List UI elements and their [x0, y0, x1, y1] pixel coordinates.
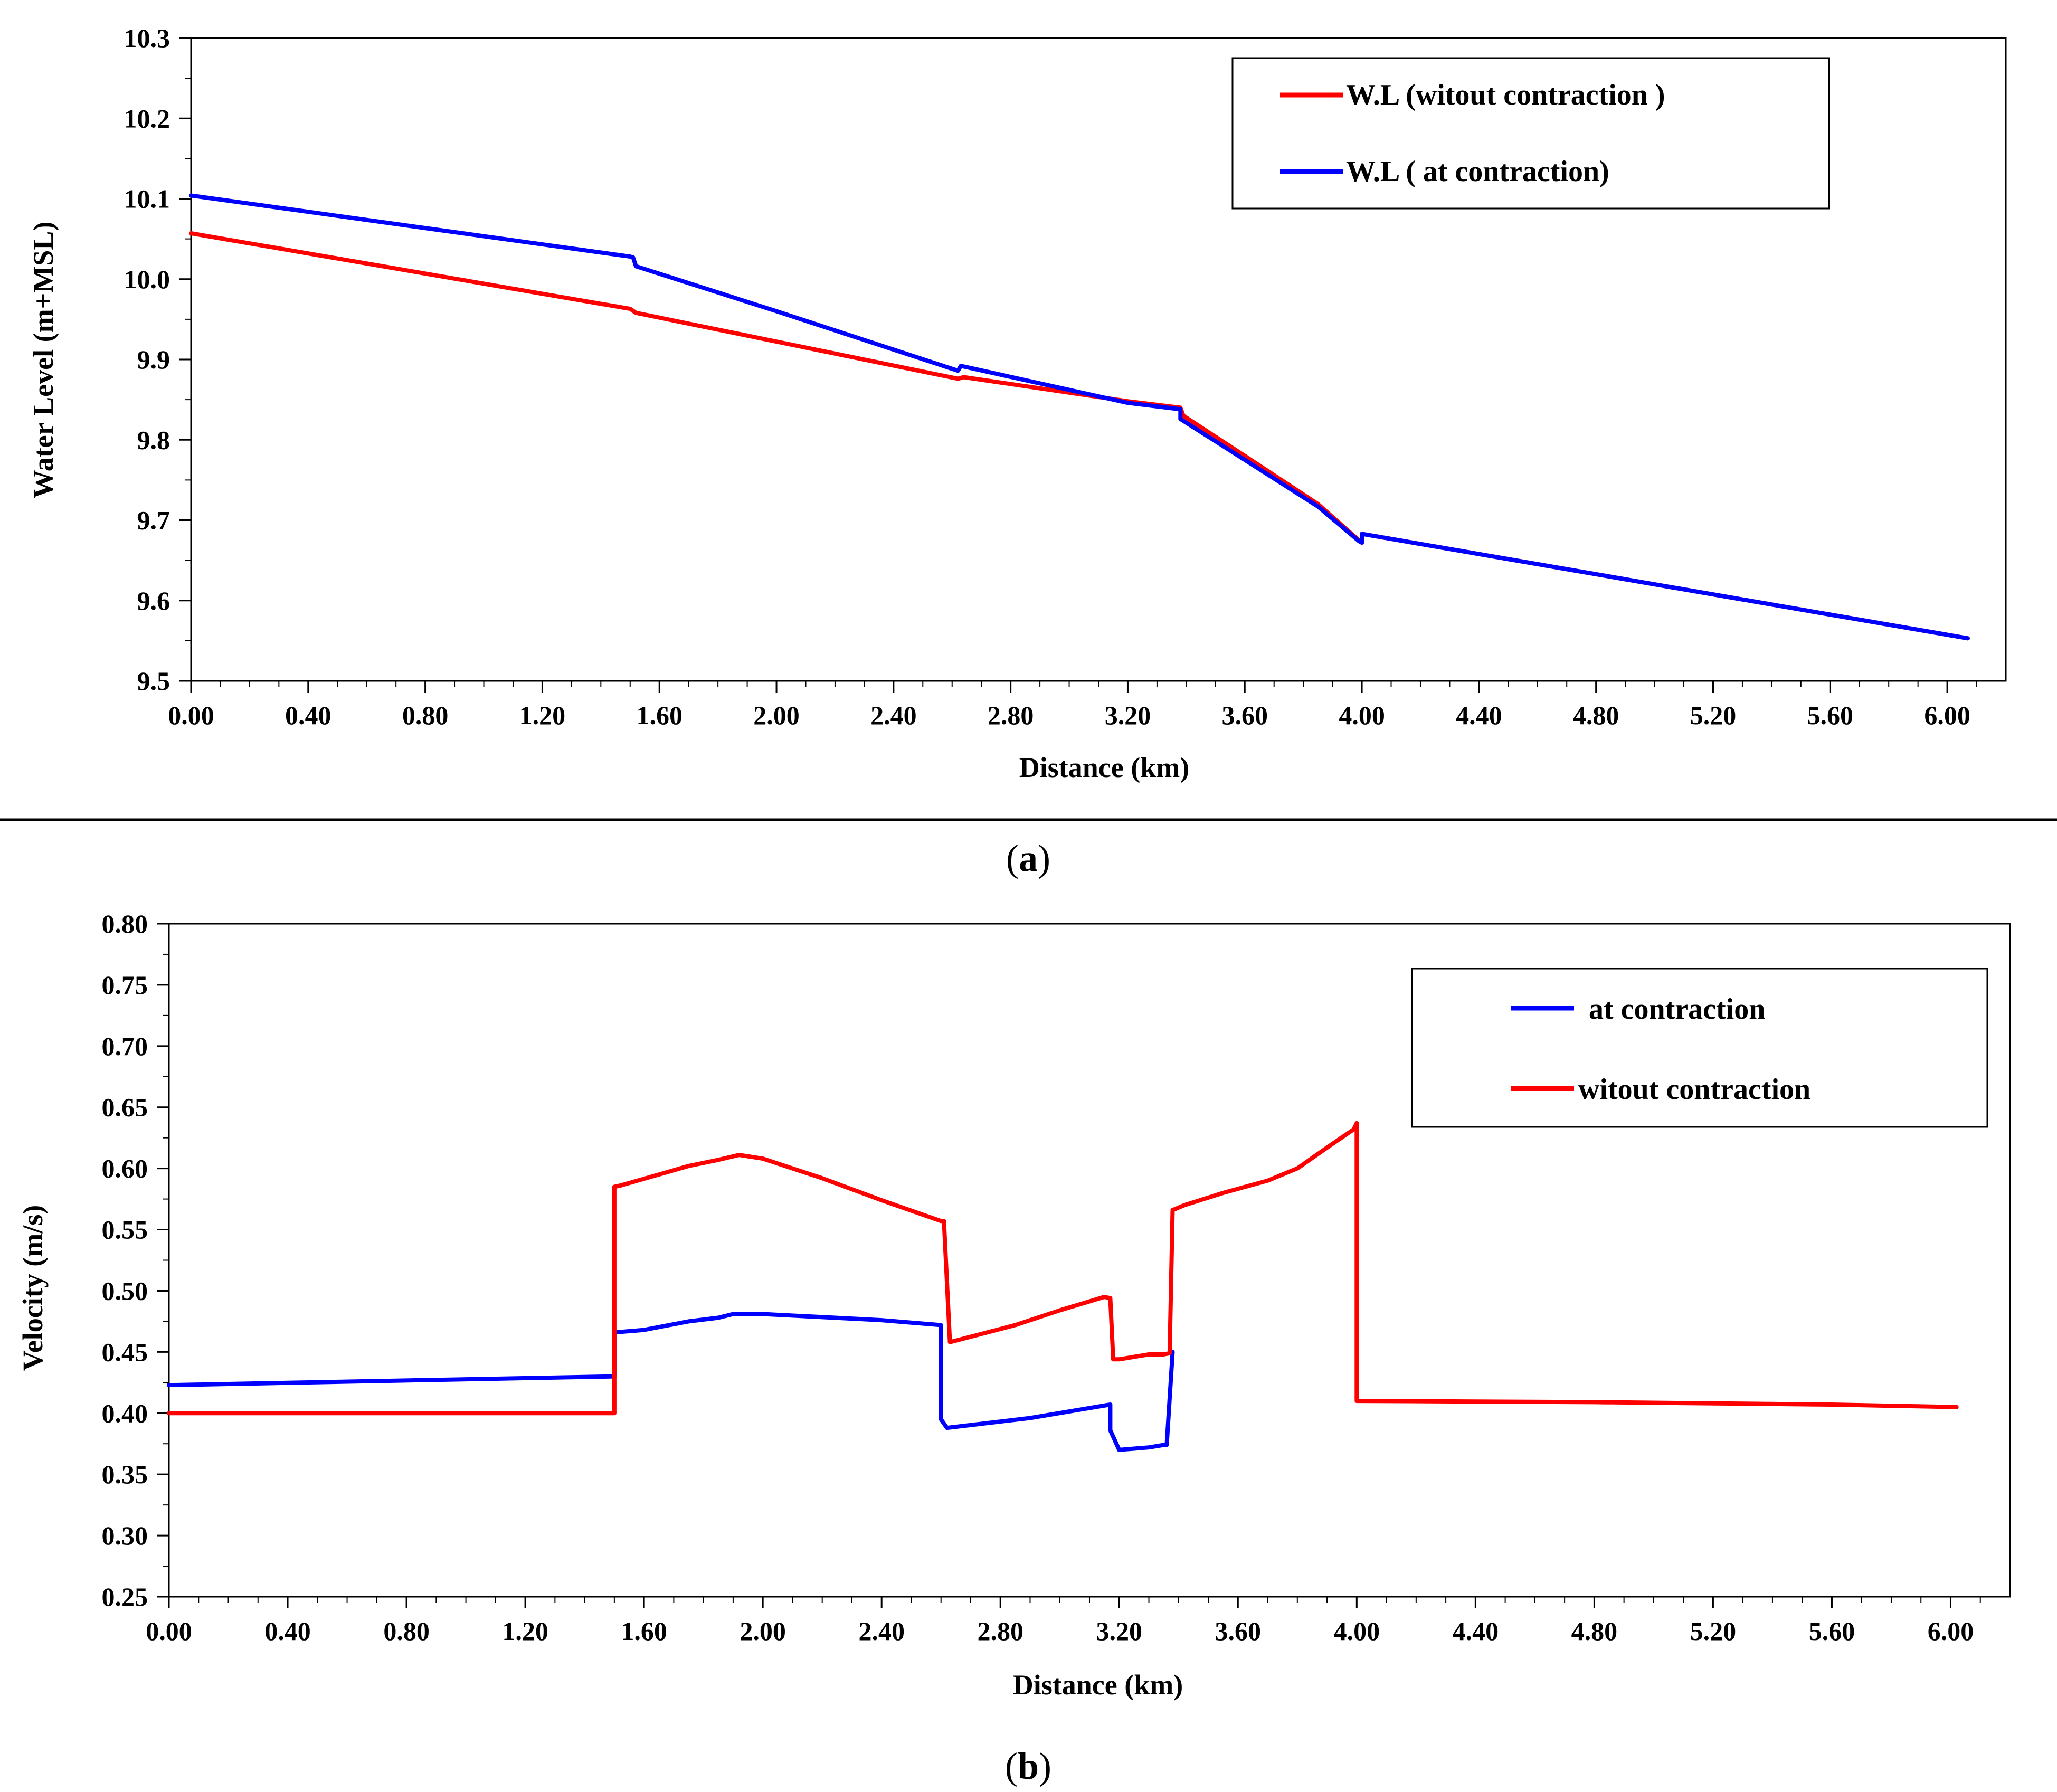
panel-a-x-tick-label: 4.00 — [1339, 700, 1385, 730]
panel-a-x-axis-title: Distance (km) — [1019, 752, 1189, 783]
panel-b-y-tick-label: 0.55 — [102, 1215, 148, 1245]
panel-b-series — [167, 1121, 1959, 1452]
panel-a-x-tick-label: 5.20 — [1690, 700, 1737, 730]
panel-b-y-tick-label: 0.70 — [102, 1031, 148, 1061]
panel-a-legend: W.L (witout contraction ) W.L ( at contr… — [1231, 57, 1830, 210]
panel-b-x-tick-label: 6.00 — [1928, 1616, 1974, 1646]
panel-b-x-tick-label: 0.40 — [264, 1616, 311, 1646]
panel-a-x-tick-label: 1.20 — [519, 700, 566, 730]
panel-a-x-tick-label: 2.40 — [870, 700, 917, 730]
panel-a-x-tick-label: 5.60 — [1807, 700, 1854, 730]
panel-b-x-tick-label: 4.80 — [1571, 1616, 1618, 1646]
panel-a-y-axis-title: Water Level (m+MSL) — [27, 222, 59, 499]
panel-b-y-tick-label: 0.30 — [102, 1521, 148, 1550]
panel-a-x-tick-label: 0.80 — [402, 700, 449, 730]
panel-a-x-tick-label: 3.60 — [1222, 700, 1268, 730]
panel-b-x-tick-label: 0.00 — [146, 1616, 192, 1646]
panel-a-y-tick-label: 10.0 — [124, 264, 170, 294]
panel-b-x-axis-title: Distance (km) — [1013, 1669, 1183, 1701]
panel-a-y-ticks: 9.5 9.6 9.7 9.8 9.9 10.0 10.1 10.2 10.3 — [124, 23, 191, 696]
panel-b-x-tick-label: 1.20 — [502, 1616, 548, 1646]
panel-a-y-tick-label: 9.6 — [137, 586, 170, 615]
panel-a-x-tick-label: 6.00 — [1924, 700, 1970, 730]
panel-b-y-tick-label: 0.35 — [102, 1459, 148, 1489]
panel-a-series-line-1 — [189, 193, 1970, 641]
panel-b-y-tick-label: 0.40 — [102, 1398, 148, 1428]
panel-b-legend: at contraction witout contraction — [1411, 968, 1988, 1128]
panel-b-legend-box — [1411, 968, 1988, 1128]
panel-b-series-line-1 — [167, 1121, 1959, 1416]
panel-a-x-tick-label: 1.60 — [636, 700, 682, 730]
panel-a-x-tick-label: 2.00 — [753, 700, 800, 730]
panel-a-y-tick-label: 9.8 — [137, 425, 170, 454]
panel-b-x-tick-label: 5.60 — [1809, 1616, 1855, 1646]
panel-b-y-tick-label: 0.80 — [102, 909, 148, 938]
panel-a-legend-label-1: W.L ( at contraction) — [1346, 155, 1609, 188]
panel-b-x-tick-label: 1.60 — [621, 1616, 667, 1646]
panel-a-y-tick-label: 10.3 — [124, 23, 170, 53]
panel-b-y-tick-label: 0.60 — [102, 1154, 148, 1183]
panel-a-x-tick-label: 0.40 — [285, 700, 331, 730]
panel-b-legend-label-1: witout contraction — [1578, 1073, 1810, 1106]
chart-panel-a: 0.00 0.40 0.80 1.20 1.60 2.00 2.40 2.80 3.20 3.60… — [27, 23, 2007, 783]
panel-b-y-ticks: 0.25 0.30 0.35 0.40 0.45 0.50 0.55 0.60 0.65 0.70… — [102, 909, 169, 1611]
panel-a-legend-label-0: W.L (witout contraction ) — [1346, 79, 1665, 111]
caption-a-letter: a — [1019, 837, 1038, 879]
panel-b-x-tick-label: 3.60 — [1215, 1616, 1262, 1646]
panel-a-y-tick-label: 9.5 — [137, 666, 170, 696]
panel-a-x-ticks: 0.00 0.40 0.80 1.20 1.60 2.00 2.40 2.80 3.20 3.60… — [168, 681, 1977, 730]
panel-b-x-ticks: 0.00 0.40 0.80 1.20 1.60 2.00 2.40 2.80 3.20 3.60… — [146, 1597, 1981, 1646]
panel-b-x-tick-label: 3.20 — [1096, 1616, 1143, 1646]
panel-b-y-tick-label: 0.25 — [102, 1582, 148, 1611]
caption-a: (a) — [1006, 837, 1050, 879]
panel-b-y-tick-label: 0.75 — [102, 970, 148, 1000]
panel-a-y-tick-label: 10.1 — [124, 184, 170, 214]
panel-a-x-tick-label: 0.00 — [168, 700, 214, 730]
caption-b: (b) — [1005, 1745, 1051, 1787]
panel-b-y-axis-title: Velocity (m/s) — [17, 1205, 49, 1371]
panel-a-y-tick-label: 9.9 — [137, 345, 170, 374]
panel-b-y-tick-label: 0.45 — [102, 1337, 148, 1367]
chart-panel-b: 0.00 0.40 0.80 1.20 1.60 2.00 2.40 2.80 3.20 3.60… — [17, 909, 2011, 1701]
panel-b-y-tick-label: 0.65 — [102, 1093, 148, 1122]
panel-b-legend-label-0: at contraction — [1589, 993, 1765, 1026]
panel-a-y-tick-label: 9.7 — [137, 506, 170, 535]
panel-a-x-tick-label: 4.80 — [1573, 700, 1619, 730]
panel-b-x-tick-label: 2.40 — [858, 1616, 905, 1646]
panel-a-x-tick-label: 4.40 — [1456, 700, 1502, 730]
panel-b-x-tick-label: 5.20 — [1690, 1616, 1737, 1646]
panel-b-x-tick-label: 4.40 — [1453, 1616, 1499, 1646]
caption-b-letter: b — [1018, 1745, 1039, 1787]
panel-b-x-tick-label: 4.00 — [1334, 1616, 1380, 1646]
panel-b-y-tick-label: 0.50 — [102, 1276, 148, 1305]
panel-a-legend-box — [1231, 57, 1830, 210]
panel-b-x-tick-label: 2.80 — [977, 1616, 1023, 1646]
panel-a-y-tick-label: 10.2 — [124, 103, 170, 133]
panel-a-series — [189, 193, 1970, 641]
panel-b-x-tick-label: 2.00 — [740, 1616, 786, 1646]
panel-b-x-tick-label: 0.80 — [383, 1616, 430, 1646]
panel-a-x-tick-label: 3.20 — [1105, 700, 1151, 730]
panel-a-x-tick-label: 2.80 — [988, 700, 1034, 730]
